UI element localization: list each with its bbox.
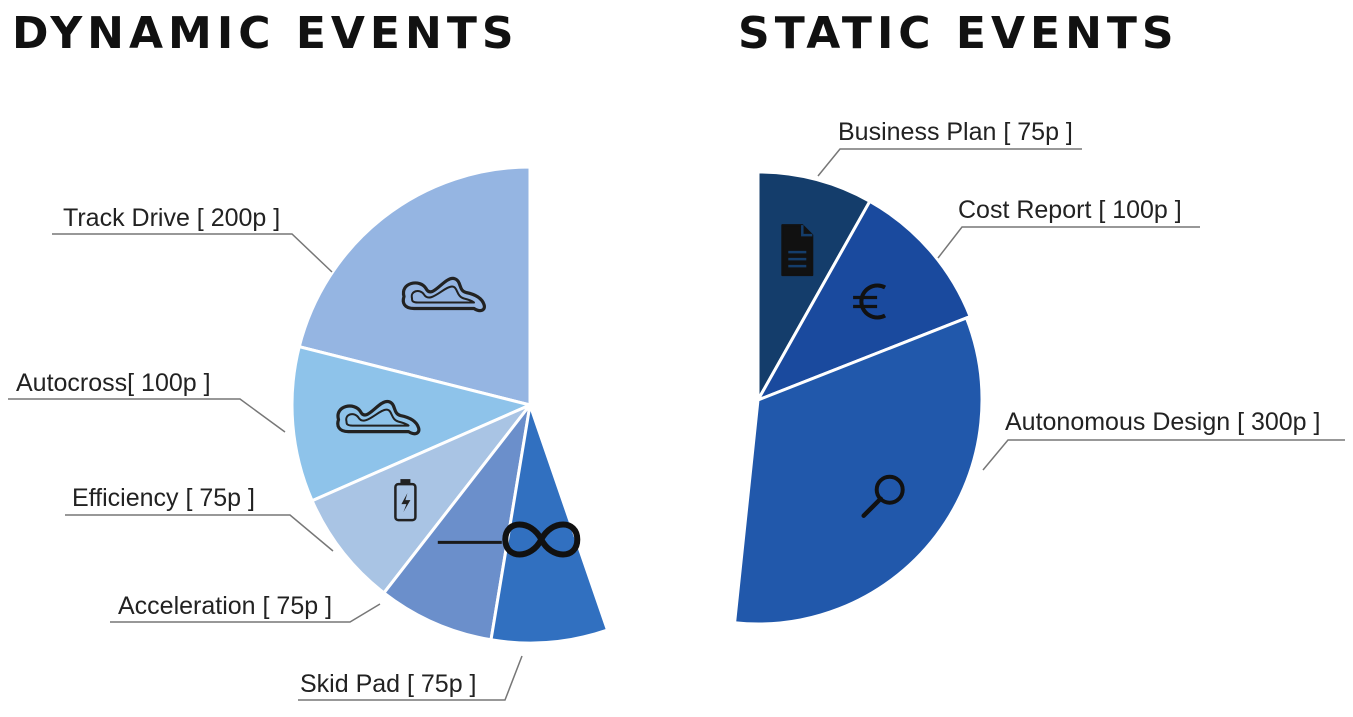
skid-pad-slice: [489, 404, 610, 645]
track-drive-leader-line: [52, 233, 333, 273]
magnifier-icon: [861, 474, 905, 518]
efficiency-leader-line: [65, 514, 334, 552]
euro-icon: [853, 283, 887, 320]
cost-report-slice: [754, 199, 973, 403]
autocross-slice: [290, 344, 535, 503]
dynamic-events-heading: DYNAMIC EVENTS: [12, 8, 519, 59]
dynamic-events-pie: Track Drive [ 200p ] Autocross[ 100p ] Eff…: [8, 165, 610, 701]
efficiency-label: Efficiency [ 75p ]: [72, 484, 255, 512]
race-track-icon: [336, 400, 421, 436]
acceleration-leader-line: [110, 603, 381, 623]
race-track-icon: [401, 276, 486, 313]
battery-charging-icon: [394, 479, 417, 522]
business-plan-leader-line: [817, 148, 1082, 177]
autonomous-design-label: Autonomous Design [ 300p ]: [1005, 408, 1320, 436]
document-icon: [781, 224, 814, 277]
static-events-pie: Business Plan [ 75p ] Cost Report [ 100p …: [732, 118, 1345, 626]
static-events-heading: STATIC EVENTS: [738, 8, 1179, 59]
track-drive-label: Track Drive [ 200p ]: [63, 204, 280, 232]
skid-pad-leader-line: [298, 655, 523, 701]
autonomous-design-slice: [732, 316, 984, 626]
autocross-label: Autocross[ 100p ]: [16, 369, 211, 397]
business-plan-label: Business Plan [ 75p ]: [838, 118, 1073, 146]
infinity-icon: [502, 521, 581, 558]
cost-report-label: Cost Report [ 100p ]: [958, 196, 1182, 224]
autonomous-design-leader-line: [982, 439, 1345, 471]
track-drive-slice: [297, 165, 532, 407]
cost-report-leader-line: [937, 226, 1200, 259]
autocross-leader-line: [8, 398, 286, 433]
acceleration-slice: [381, 404, 532, 642]
acceleration-label: Acceleration [ 75p ]: [118, 592, 332, 620]
skid-pad-label: Skid Pad [ 75p ]: [300, 670, 477, 698]
efficiency-slice: [310, 403, 532, 596]
